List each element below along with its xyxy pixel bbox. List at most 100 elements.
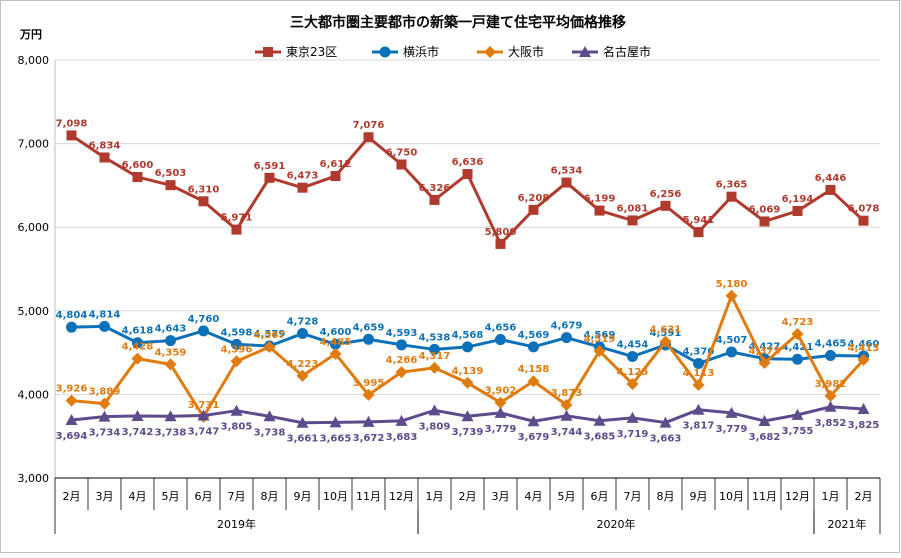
data-point <box>132 172 143 183</box>
data-point <box>329 416 342 428</box>
data-point <box>264 172 275 183</box>
data-point <box>825 184 836 195</box>
data-point <box>65 394 78 407</box>
data-label: 3,738 <box>155 427 187 438</box>
data-point <box>594 205 605 216</box>
x-tick-label: 1月 <box>426 490 444 503</box>
data-point <box>824 389 837 402</box>
data-label: 3,661 <box>287 434 319 445</box>
data-label: 4,465 <box>815 339 847 350</box>
legend-item: 名古屋市 <box>572 44 651 59</box>
data-label: 4,567 <box>254 330 286 341</box>
chart-title: 三大都市圏主要都市の新築一戸建て住宅平均価格推移 <box>290 14 626 31</box>
data-point <box>132 337 143 349</box>
data-point <box>758 414 771 426</box>
data-label: 3,982 <box>815 379 847 390</box>
x-tick-label: 8月 <box>657 490 675 503</box>
data-label: 4,600 <box>320 327 352 338</box>
data-label: 6,600 <box>122 160 154 171</box>
data-point <box>528 341 539 353</box>
data-label: 4,659 <box>353 322 385 333</box>
data-point <box>461 376 474 389</box>
data-point <box>428 361 441 374</box>
data-point <box>660 200 671 211</box>
data-label: 3,742 <box>122 427 154 438</box>
data-point <box>692 403 705 415</box>
year-label: 2021年 <box>828 517 867 531</box>
data-point <box>296 369 309 382</box>
data-label: 4,598 <box>221 327 253 338</box>
x-tick-label: 9月 <box>690 490 708 503</box>
data-point <box>296 416 309 428</box>
data-label: 3,825 <box>848 420 880 431</box>
data-label: 3,744 <box>551 427 583 438</box>
data-label: 4,568 <box>452 330 484 341</box>
data-point <box>429 194 440 205</box>
data-label: 6,081 <box>617 203 649 214</box>
data-label: 4,591 <box>650 328 682 339</box>
data-label: 3,995 <box>353 378 385 389</box>
data-label: 3,734 <box>89 428 121 439</box>
data-point <box>198 325 209 337</box>
data-label: 6,534 <box>551 166 583 177</box>
x-tick-label: 11月 <box>752 490 777 503</box>
data-label: 4,519 <box>584 334 616 345</box>
legend-marker <box>379 46 391 58</box>
data-point <box>759 216 770 227</box>
data-point <box>429 343 440 355</box>
data-label: 6,612 <box>320 159 352 170</box>
data-label: 3,694 <box>56 431 88 442</box>
data-point <box>461 410 474 422</box>
data-label: 4,454 <box>617 339 649 350</box>
data-point <box>330 338 341 350</box>
data-point <box>659 416 672 428</box>
data-point <box>561 177 572 188</box>
data-label: 4,359 <box>155 347 187 358</box>
data-point <box>858 215 869 226</box>
data-point <box>362 388 375 401</box>
legend-marker <box>484 46 496 58</box>
data-label: 3,873 <box>551 388 583 399</box>
legend-label: 東京23区 <box>286 45 337 59</box>
x-axis: 2月 3月 4月 5月 6月 7月 8月 9月 10月 11月 12月 1月 2月 3月 4月 5月 6月 7月 8… <box>54 477 881 534</box>
data-label: 5,800 <box>485 227 517 238</box>
data-label: 3,779 <box>485 424 517 435</box>
data-label: 3,663 <box>650 434 682 445</box>
x-tick-label: 3月 <box>492 490 510 503</box>
data-point <box>857 403 870 415</box>
x-tick-label: 5月 <box>162 490 180 503</box>
data-label: 4,643 <box>155 324 187 335</box>
data-point <box>263 410 276 422</box>
data-label: 6,636 <box>452 157 484 168</box>
series-4: 3,694 3,734 3,742 3,738 3,747 3,8053,7383,661… <box>56 400 880 445</box>
x-tick-label: 8月 <box>261 490 279 503</box>
data-label: 6,365 <box>716 180 748 191</box>
data-label: 4,569 <box>584 330 616 341</box>
data-label: 4,396 <box>221 344 253 355</box>
x-tick-label: 11月 <box>356 490 381 503</box>
data-point <box>593 414 606 426</box>
data-label: 6,199 <box>584 194 616 205</box>
data-point <box>791 327 804 340</box>
data-point <box>626 377 639 390</box>
data-label: 7,098 <box>56 118 88 129</box>
data-label: 4,428 <box>122 342 154 353</box>
year-label: 2020年 <box>597 517 636 531</box>
data-point <box>98 397 111 410</box>
data-label: 7,076 <box>353 120 385 131</box>
data-point <box>197 409 210 421</box>
x-tick-label: 5月 <box>558 490 576 503</box>
data-point <box>99 152 110 163</box>
data-point <box>395 366 408 379</box>
data-label: 6,310 <box>188 184 220 195</box>
data-label: 3,926 <box>56 384 88 395</box>
data-point <box>692 378 705 391</box>
x-tick-label: 4月 <box>129 490 147 503</box>
data-label: 4,579 <box>254 329 286 340</box>
legend-label: 名古屋市 <box>603 44 651 59</box>
data-point <box>363 132 374 143</box>
data-point <box>396 339 407 351</box>
data-label: 4,370 <box>683 346 715 357</box>
